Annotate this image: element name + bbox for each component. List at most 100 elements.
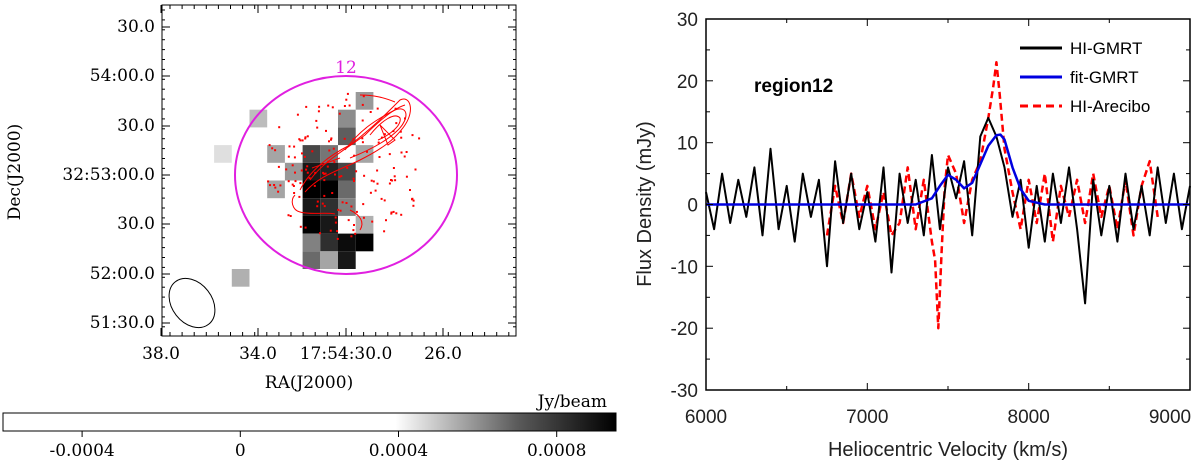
colorbar-tick-labels: -0.0004 0 0.0004 0.0008	[49, 441, 586, 461]
red-speckle	[316, 205, 319, 208]
red-speckle	[274, 149, 277, 152]
x-tick-label: 26.0	[424, 344, 462, 364]
colorbar-tick-label: 0.0008	[527, 441, 586, 461]
red-speckle	[336, 237, 339, 240]
red-speckle	[338, 175, 341, 178]
red-speckle	[343, 137, 346, 140]
red-speckle	[316, 200, 319, 203]
red-speckle	[287, 214, 290, 217]
red-speckle	[405, 151, 408, 153]
red-speckle	[412, 199, 415, 202]
red-speckle	[303, 155, 306, 158]
map-x-tick-labels: 38.0 34.0 17:54:30.0 26.0	[142, 344, 462, 364]
map-pixel	[302, 198, 321, 216]
red-speckle	[298, 195, 301, 198]
red-speckle	[362, 95, 365, 98]
map-pixel	[284, 162, 303, 181]
colorbar-tick-label: -0.0004	[49, 441, 114, 461]
map-pixel	[320, 251, 338, 269]
map-pixel	[338, 251, 356, 269]
red-speckle	[346, 92, 349, 95]
red-speckle	[355, 210, 358, 213]
red-speckle	[380, 197, 383, 200]
red-speckle	[405, 175, 408, 178]
red-speckle	[343, 105, 346, 107]
red-speckle	[392, 130, 395, 133]
red-speckle	[305, 168, 308, 171]
map-pixel	[355, 233, 374, 252]
red-speckle	[300, 169, 303, 172]
red-speckle	[332, 147, 335, 150]
colorbar-tick-label: 0.0004	[369, 441, 428, 461]
red-speckle	[298, 138, 301, 141]
red-speckle	[333, 161, 336, 164]
x-tick-label: 34.0	[239, 344, 277, 364]
red-speckle	[287, 180, 290, 183]
red-speckle	[304, 137, 307, 140]
red-speckle	[341, 201, 344, 204]
red-contour-overlay	[291, 94, 411, 231]
red-speckle	[314, 171, 317, 174]
x-tick-label: 6000	[685, 407, 727, 428]
y-tick-label: 30	[677, 10, 698, 31]
red-speckle	[377, 141, 380, 144]
red-speckle	[361, 137, 364, 140]
map-pixel	[302, 251, 321, 269]
x-tick-label: 9000	[1149, 407, 1191, 428]
red-speckle	[374, 189, 377, 192]
red-speckle	[291, 183, 294, 186]
red-speckle	[404, 117, 406, 120]
red-speckle	[306, 135, 309, 138]
red-speckle	[345, 98, 348, 101]
red-speckle	[271, 147, 274, 150]
map-pixel	[249, 109, 268, 128]
red-speckle	[274, 186, 277, 189]
red-speckle	[313, 184, 316, 187]
map-pixel	[302, 180, 321, 199]
red-speckle	[403, 155, 406, 158]
red-speckle	[293, 145, 296, 148]
red-speckle	[334, 221, 337, 224]
red-speckle	[293, 156, 296, 159]
map-pixel	[338, 180, 356, 199]
red-speckle	[380, 136, 383, 139]
red-speckle	[327, 160, 330, 163]
x-tick-label: 17:54:30.0	[300, 344, 393, 364]
map-pixel	[267, 180, 285, 199]
red-speckle	[319, 232, 321, 235]
red-speckle	[324, 172, 327, 175]
colorbar-tick-label: 0	[235, 441, 246, 461]
red-speckle	[326, 165, 329, 168]
red-speckle	[268, 144, 271, 147]
x-tick-label: 7000	[846, 407, 888, 428]
red-speckle	[394, 179, 397, 182]
red-speckle	[331, 192, 334, 194]
beam-ellipse	[168, 277, 216, 329]
red-speckle	[414, 168, 417, 171]
legend-label-hi-gmrt: HI-GMRT	[1070, 39, 1142, 58]
red-speckle	[293, 192, 296, 194]
y-tick-label: 51:30.0	[90, 313, 155, 333]
red-speckle	[392, 210, 395, 213]
red-speckle	[288, 145, 291, 148]
red-speckle	[328, 149, 331, 152]
series-line-hi-gmrt	[705, 116, 1191, 305]
red-speckle	[325, 129, 327, 132]
red-speckle	[305, 105, 308, 108]
red-speckle	[352, 177, 355, 180]
map-x-axis-label: RA(J2000)	[265, 373, 353, 393]
y-tick-label: 52:00.0	[90, 264, 155, 284]
map-pixel	[302, 215, 321, 234]
red-speckle	[383, 199, 386, 202]
red-speckle	[347, 219, 350, 222]
x-tick-label: 38.0	[142, 344, 180, 364]
red-speckle	[395, 122, 398, 125]
red-speckle	[321, 202, 324, 205]
map-pixel	[338, 198, 356, 216]
red-speckle	[292, 185, 295, 187]
red-speckle	[279, 184, 282, 187]
red-speckle	[383, 133, 386, 136]
red-speckle	[317, 110, 320, 113]
red-speckle	[385, 219, 387, 222]
red-speckle	[304, 226, 307, 229]
